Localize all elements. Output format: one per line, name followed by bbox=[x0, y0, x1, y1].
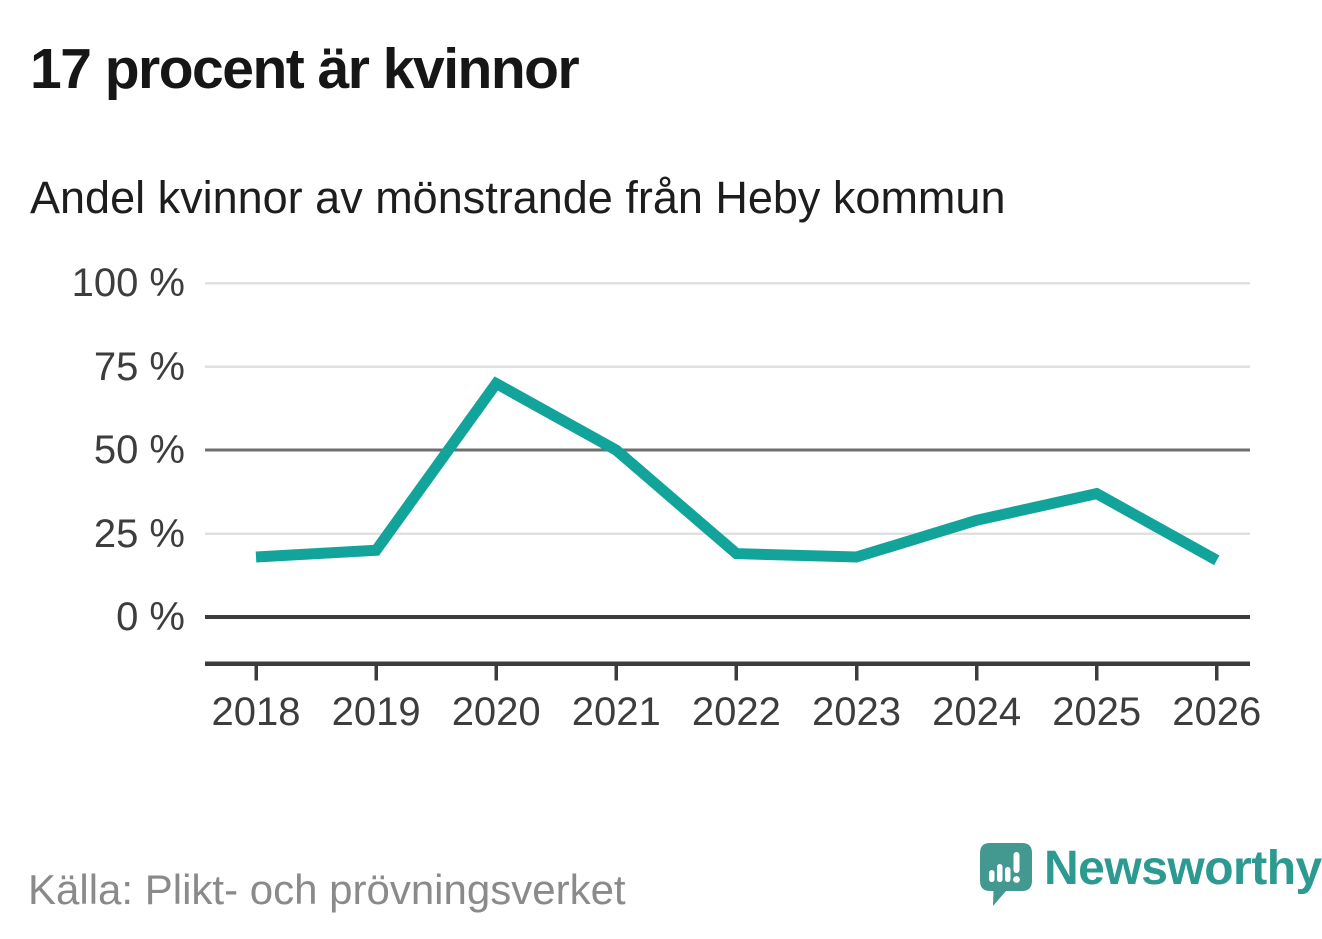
chart-title: 17 procent är kvinnor bbox=[30, 37, 580, 101]
newsworthy-chart-bubble-icon bbox=[980, 843, 1032, 906]
y-tick-label: 50 % bbox=[93, 428, 185, 473]
source-note: Källa: Plikt- och prövningsverket bbox=[28, 866, 626, 913]
x-tick-label: 2020 bbox=[451, 690, 541, 734]
x-tick-label: 2022 bbox=[691, 690, 781, 734]
brand-logo: Newsworthy bbox=[980, 843, 1322, 909]
y-tick-label: 100 % bbox=[71, 261, 185, 306]
x-tick-label: 2025 bbox=[1052, 690, 1142, 734]
brand-name: Newsworthy bbox=[1044, 842, 1322, 895]
x-tick-label: 2021 bbox=[571, 690, 661, 734]
x-tick-label: 2023 bbox=[812, 690, 901, 734]
y-tick-label: 25 % bbox=[93, 511, 185, 556]
chart-subtitle: Andel kvinnor av mönstrande från Heby ko… bbox=[30, 172, 1006, 223]
x-tick-label: 2019 bbox=[331, 690, 421, 734]
data-line-andel-kvinnor bbox=[255, 376, 1220, 566]
x-tick-label: 2018 bbox=[211, 690, 301, 734]
y-tick-label: 0 % bbox=[116, 595, 185, 639]
x-tick-label: 2024 bbox=[932, 690, 1022, 734]
y-tick-label: 75 % bbox=[93, 344, 185, 389]
x-tick-label: 2026 bbox=[1172, 690, 1262, 734]
